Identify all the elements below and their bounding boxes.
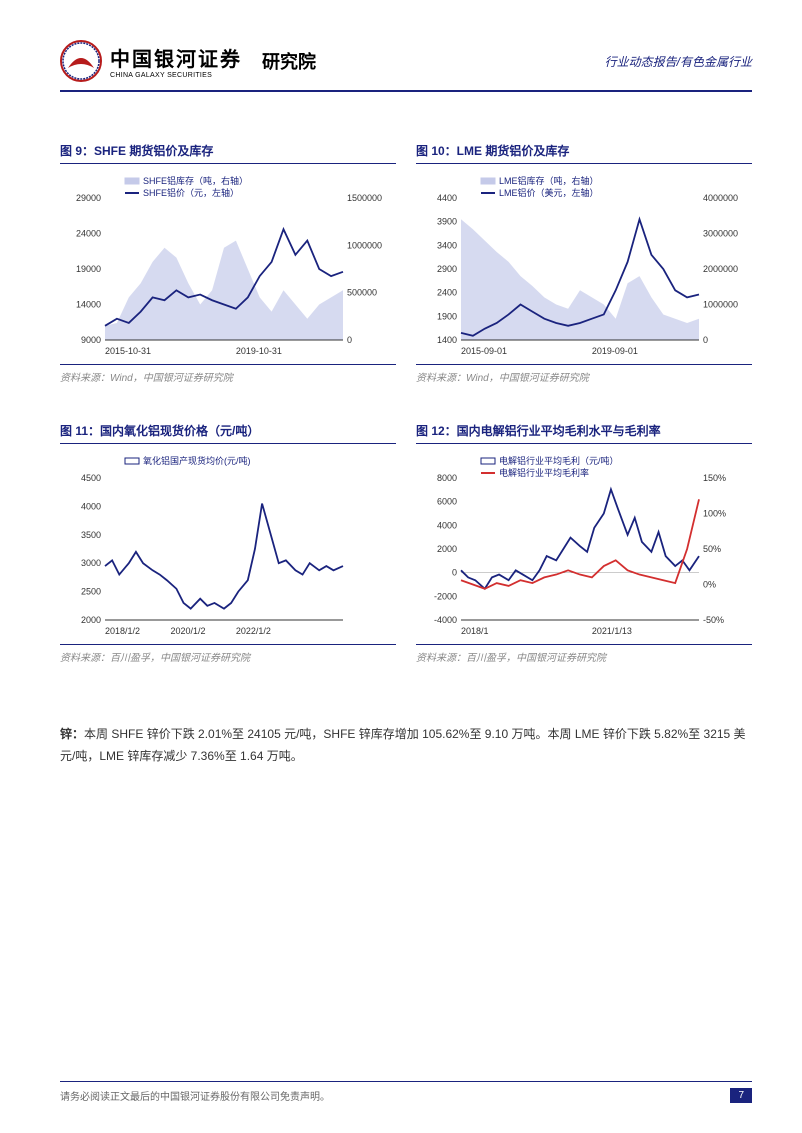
chart-12: 电解铝行业平均毛利（元/吨）电解铝行业平均毛利率 -4000 -2000 0 2000 4… — [416, 450, 752, 640]
svg-text:2021/1/13: 2021/1/13 — [592, 626, 632, 636]
svg-text:-50%: -50% — [703, 615, 724, 625]
svg-text:2500: 2500 — [81, 587, 101, 597]
svg-text:6000: 6000 — [437, 497, 457, 507]
svg-text:0: 0 — [703, 335, 708, 345]
svg-text:LME铝库存（吨，右轴）: LME铝库存（吨，右轴） — [499, 175, 599, 186]
svg-text:SHFE铝价（元，左轴）: SHFE铝价（元，左轴） — [143, 187, 239, 198]
report-category: 行业动态报告/有色金属行业 — [605, 53, 752, 70]
chart-12-source: 资料来源：百川盈孚，中国银河证券研究院 — [416, 644, 752, 664]
svg-text:29000: 29000 — [76, 193, 101, 203]
chart-12-container: 图 12：国内电解铝行业平均毛利水平与毛利率 电解铝行业平均毛利（元/吨）电解铝… — [416, 422, 752, 664]
svg-text:4500: 4500 — [81, 473, 101, 483]
svg-text:9000: 9000 — [81, 335, 101, 345]
chart-11-title: 图 11：国内氧化铝现货价格（元/吨） — [60, 422, 396, 444]
chart-10-source: 资料来源：Wind，中国银河证券研究院 — [416, 364, 752, 384]
svg-text:2018/1: 2018/1 — [461, 626, 489, 636]
svg-text:4000: 4000 — [81, 501, 101, 511]
svg-text:2000: 2000 — [437, 544, 457, 554]
chart-12-title: 图 12：国内电解铝行业平均毛利水平与毛利率 — [416, 422, 752, 444]
chart-10: LME铝库存（吨，右轴）LME铝价（美元，左轴） 1400 1900 2400 2900… — [416, 170, 752, 360]
svg-text:0: 0 — [347, 335, 352, 345]
svg-text:氧化铝国产现货均价(元/吨): 氧化铝国产现货均价(元/吨) — [143, 455, 251, 466]
division-name: 研究院 — [262, 48, 316, 74]
svg-text:3900: 3900 — [437, 217, 457, 227]
svg-text:电解铝行业平均毛利率: 电解铝行业平均毛利率 — [499, 467, 589, 478]
svg-text:24000: 24000 — [76, 229, 101, 239]
svg-text:1500000: 1500000 — [347, 193, 382, 203]
svg-text:100%: 100% — [703, 509, 726, 519]
svg-text:14000: 14000 — [76, 300, 101, 310]
svg-text:1000000: 1000000 — [703, 300, 738, 310]
page-number: 7 — [730, 1088, 752, 1103]
company-logo-icon — [60, 40, 102, 82]
logo-block: 中国银河证券 CHINA GALAXY SECURITIES 研究院 — [60, 40, 316, 82]
svg-text:-4000: -4000 — [434, 615, 457, 625]
svg-text:4000: 4000 — [437, 520, 457, 530]
svg-text:19000: 19000 — [76, 264, 101, 274]
svg-text:2020/1/2: 2020/1/2 — [170, 626, 205, 636]
svg-text:2019-10-31: 2019-10-31 — [236, 346, 282, 356]
company-name-en: CHINA GALAXY SECURITIES — [110, 72, 242, 79]
svg-text:4000000: 4000000 — [703, 193, 738, 203]
page-footer: 请务必阅读正文最后的中国银河证券股份有限公司免责声明。 7 — [60, 1081, 752, 1103]
svg-text:3000000: 3000000 — [703, 229, 738, 239]
svg-text:150%: 150% — [703, 473, 726, 483]
zinc-text: 本周 SHFE 锌价下跌 2.01%至 24105 元/吨，SHFE 锌库存增加… — [60, 727, 746, 763]
svg-text:2000000: 2000000 — [703, 264, 738, 274]
svg-text:0%: 0% — [703, 580, 716, 590]
svg-text:3400: 3400 — [437, 240, 457, 250]
svg-text:4400: 4400 — [437, 193, 457, 203]
svg-text:1000000: 1000000 — [347, 240, 382, 250]
svg-text:2900: 2900 — [437, 264, 457, 274]
svg-text:电解铝行业平均毛利（元/吨）: 电解铝行业平均毛利（元/吨） — [499, 455, 619, 466]
svg-text:2018/1/2: 2018/1/2 — [105, 626, 140, 636]
svg-text:8000: 8000 — [437, 473, 457, 483]
svg-text:SHFE铝库存（吨，右轴）: SHFE铝库存（吨，右轴） — [143, 175, 248, 186]
page-header: 中国银河证券 CHINA GALAXY SECURITIES 研究院 行业动态报… — [60, 40, 752, 92]
svg-text:0: 0 — [452, 568, 457, 578]
svg-text:2015-10-31: 2015-10-31 — [105, 346, 151, 356]
svg-text:2022/1/2: 2022/1/2 — [236, 626, 271, 636]
chart-11: 氧化铝国产现货均价(元/吨) 2000 2500 3000 3500 4000 4500 20… — [60, 450, 396, 640]
zinc-label: 锌： — [60, 727, 84, 741]
svg-text:2015-09-01: 2015-09-01 — [461, 346, 507, 356]
chart-9-title: 图 9：SHFE 期货铝价及库存 — [60, 142, 396, 164]
svg-text:1400: 1400 — [437, 335, 457, 345]
disclaimer-text: 请务必阅读正文最后的中国银河证券股份有限公司免责声明。 — [60, 1088, 330, 1103]
svg-text:500000: 500000 — [347, 288, 377, 298]
chart-11-container: 图 11：国内氧化铝现货价格（元/吨） 氧化铝国产现货均价(元/吨) 2000 25… — [60, 422, 396, 664]
svg-text:2019-09-01: 2019-09-01 — [592, 346, 638, 356]
chart-9-container: 图 9：SHFE 期货铝价及库存 SHFE铝库存（吨，右轴）SHFE铝价（元，左… — [60, 142, 396, 384]
chart-10-container: 图 10：LME 期货铝价及库存 LME铝库存（吨，右轴）LME铝价（美元，左轴… — [416, 142, 752, 384]
chart-9-source: 资料来源：Wind，中国银河证券研究院 — [60, 364, 396, 384]
svg-text:3500: 3500 — [81, 530, 101, 540]
svg-text:-2000: -2000 — [434, 591, 457, 601]
body-paragraph: 锌：本周 SHFE 锌价下跌 2.01%至 24105 元/吨，SHFE 锌库存… — [60, 724, 752, 767]
chart-9: SHFE铝库存（吨，右轴）SHFE铝价（元，左轴） 9000 14000 19000 2… — [60, 170, 396, 360]
chart-10-title: 图 10：LME 期货铝价及库存 — [416, 142, 752, 164]
svg-text:2400: 2400 — [437, 288, 457, 298]
chart-11-source: 资料来源：百川盈孚，中国银河证券研究院 — [60, 644, 396, 664]
svg-text:3000: 3000 — [81, 558, 101, 568]
svg-text:1900: 1900 — [437, 311, 457, 321]
svg-text:50%: 50% — [703, 544, 721, 554]
company-name-cn: 中国银河证券 — [110, 43, 242, 72]
svg-text:LME铝价（美元，左轴）: LME铝价（美元，左轴） — [499, 187, 599, 198]
svg-text:2000: 2000 — [81, 615, 101, 625]
